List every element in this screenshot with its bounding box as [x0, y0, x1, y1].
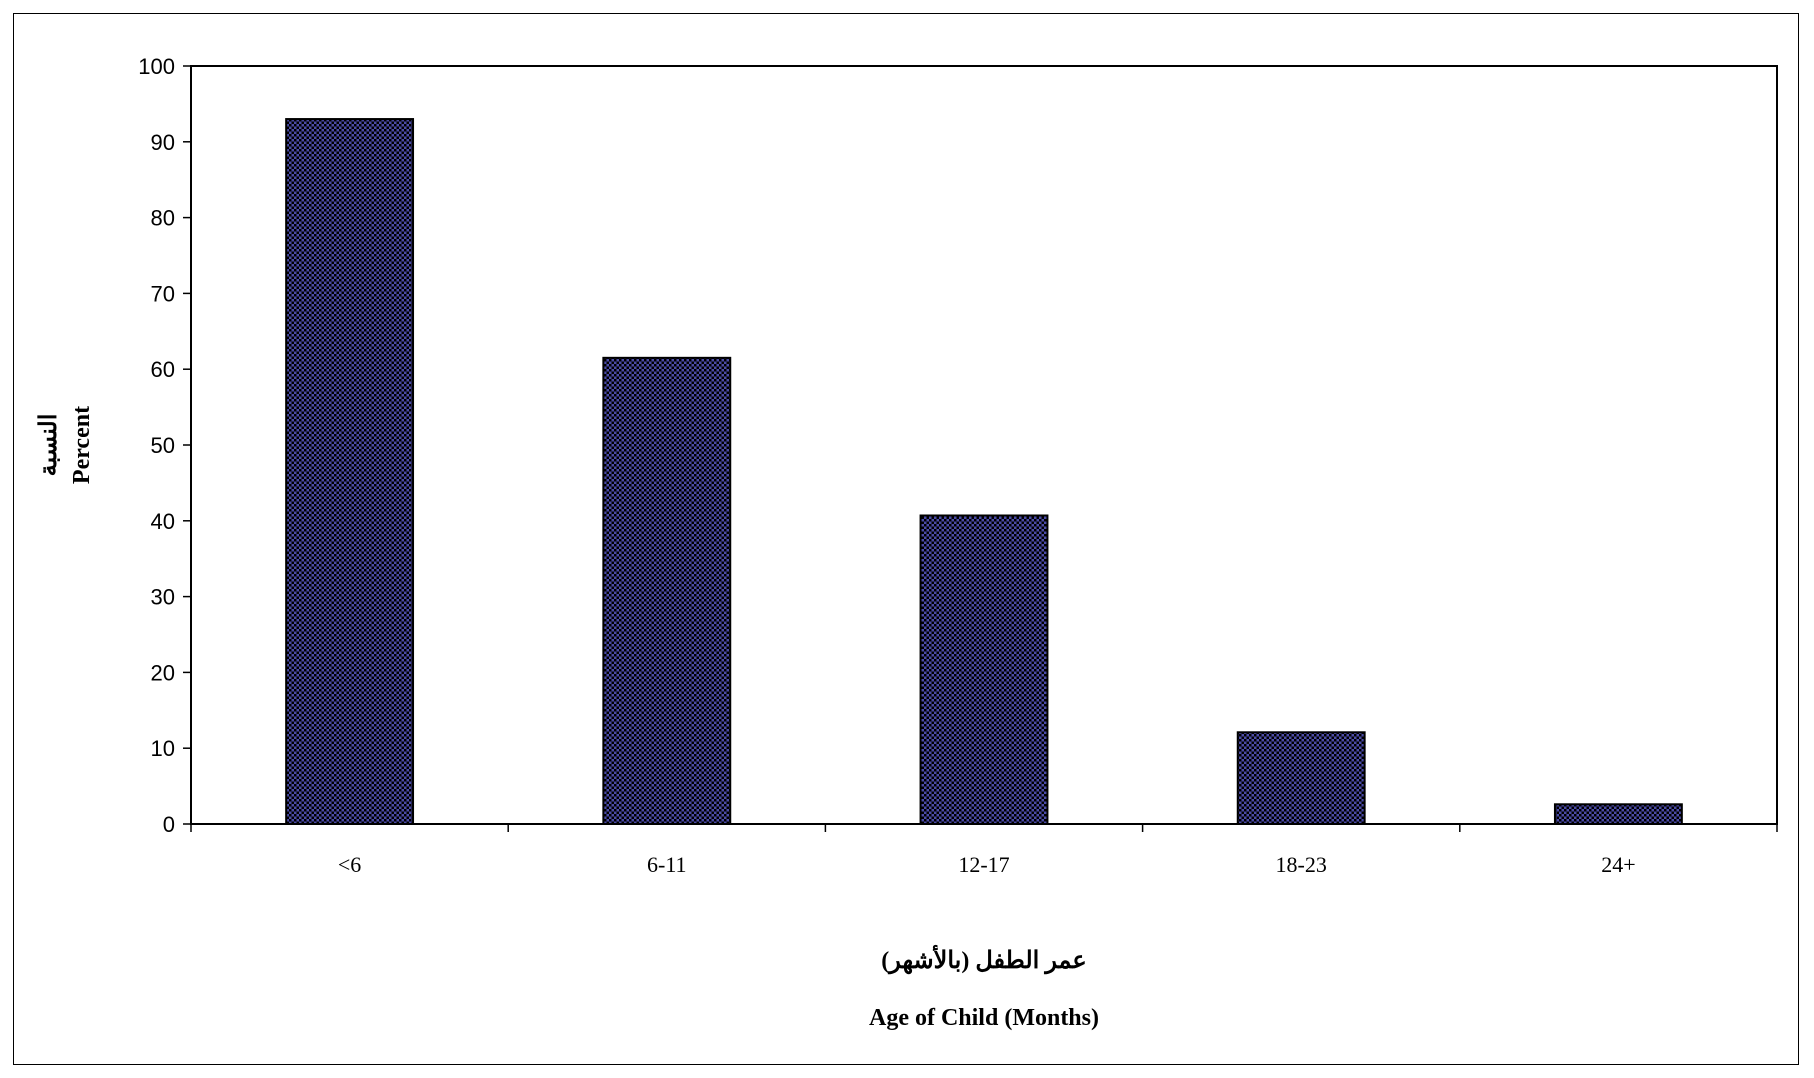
bar-1: [602, 356, 732, 825]
bars-group: [285, 118, 1683, 825]
x-category-label: <6: [338, 852, 361, 877]
y-tick-label: 100: [138, 54, 175, 79]
y-tick-label: 50: [151, 433, 175, 458]
bar-4: [1553, 803, 1683, 825]
x-category-label: 18-23: [1276, 852, 1327, 877]
y-tick-label: 10: [151, 736, 175, 761]
bar-0: [285, 118, 415, 825]
y-tick-label: 90: [151, 130, 175, 155]
chart-frame: 0 10 20 30 40 50 60 70 80 90 100 <6 6-11 12-17 18-23 24…: [13, 13, 1799, 1065]
x-axis-title-arabic: عمر الطفل (بالأشهر): [881, 943, 1087, 975]
axes: 0 10 20 30 40 50 60 70 80 90 100 <6 6-11 12-17 18-23 24…: [138, 54, 1778, 877]
y-tick-label: 20: [151, 660, 175, 685]
y-tick-label: 80: [151, 206, 175, 231]
y-tick-label: 0: [163, 812, 175, 837]
y-tick-label: 60: [151, 357, 175, 382]
x-category-label: 24+: [1601, 852, 1635, 877]
x-category-label: 6-11: [647, 852, 687, 877]
x-axis-title: Age of Child (Months): [869, 1005, 1099, 1031]
x-category-label: 12-17: [958, 852, 1009, 877]
bar-2: [919, 514, 1049, 825]
y-axis-title-arabic: النسبة: [36, 414, 62, 477]
y-tick-label: 40: [151, 509, 175, 534]
y-tick-label: 30: [151, 585, 175, 610]
bar-3: [1236, 731, 1366, 825]
y-tick-label: 70: [151, 281, 175, 306]
bar-chart: 0 10 20 30 40 50 60 70 80 90 100 <6 6-11 12-17 18-23 24…: [36, 54, 1778, 1031]
y-axis-title: Percent: [69, 406, 95, 484]
